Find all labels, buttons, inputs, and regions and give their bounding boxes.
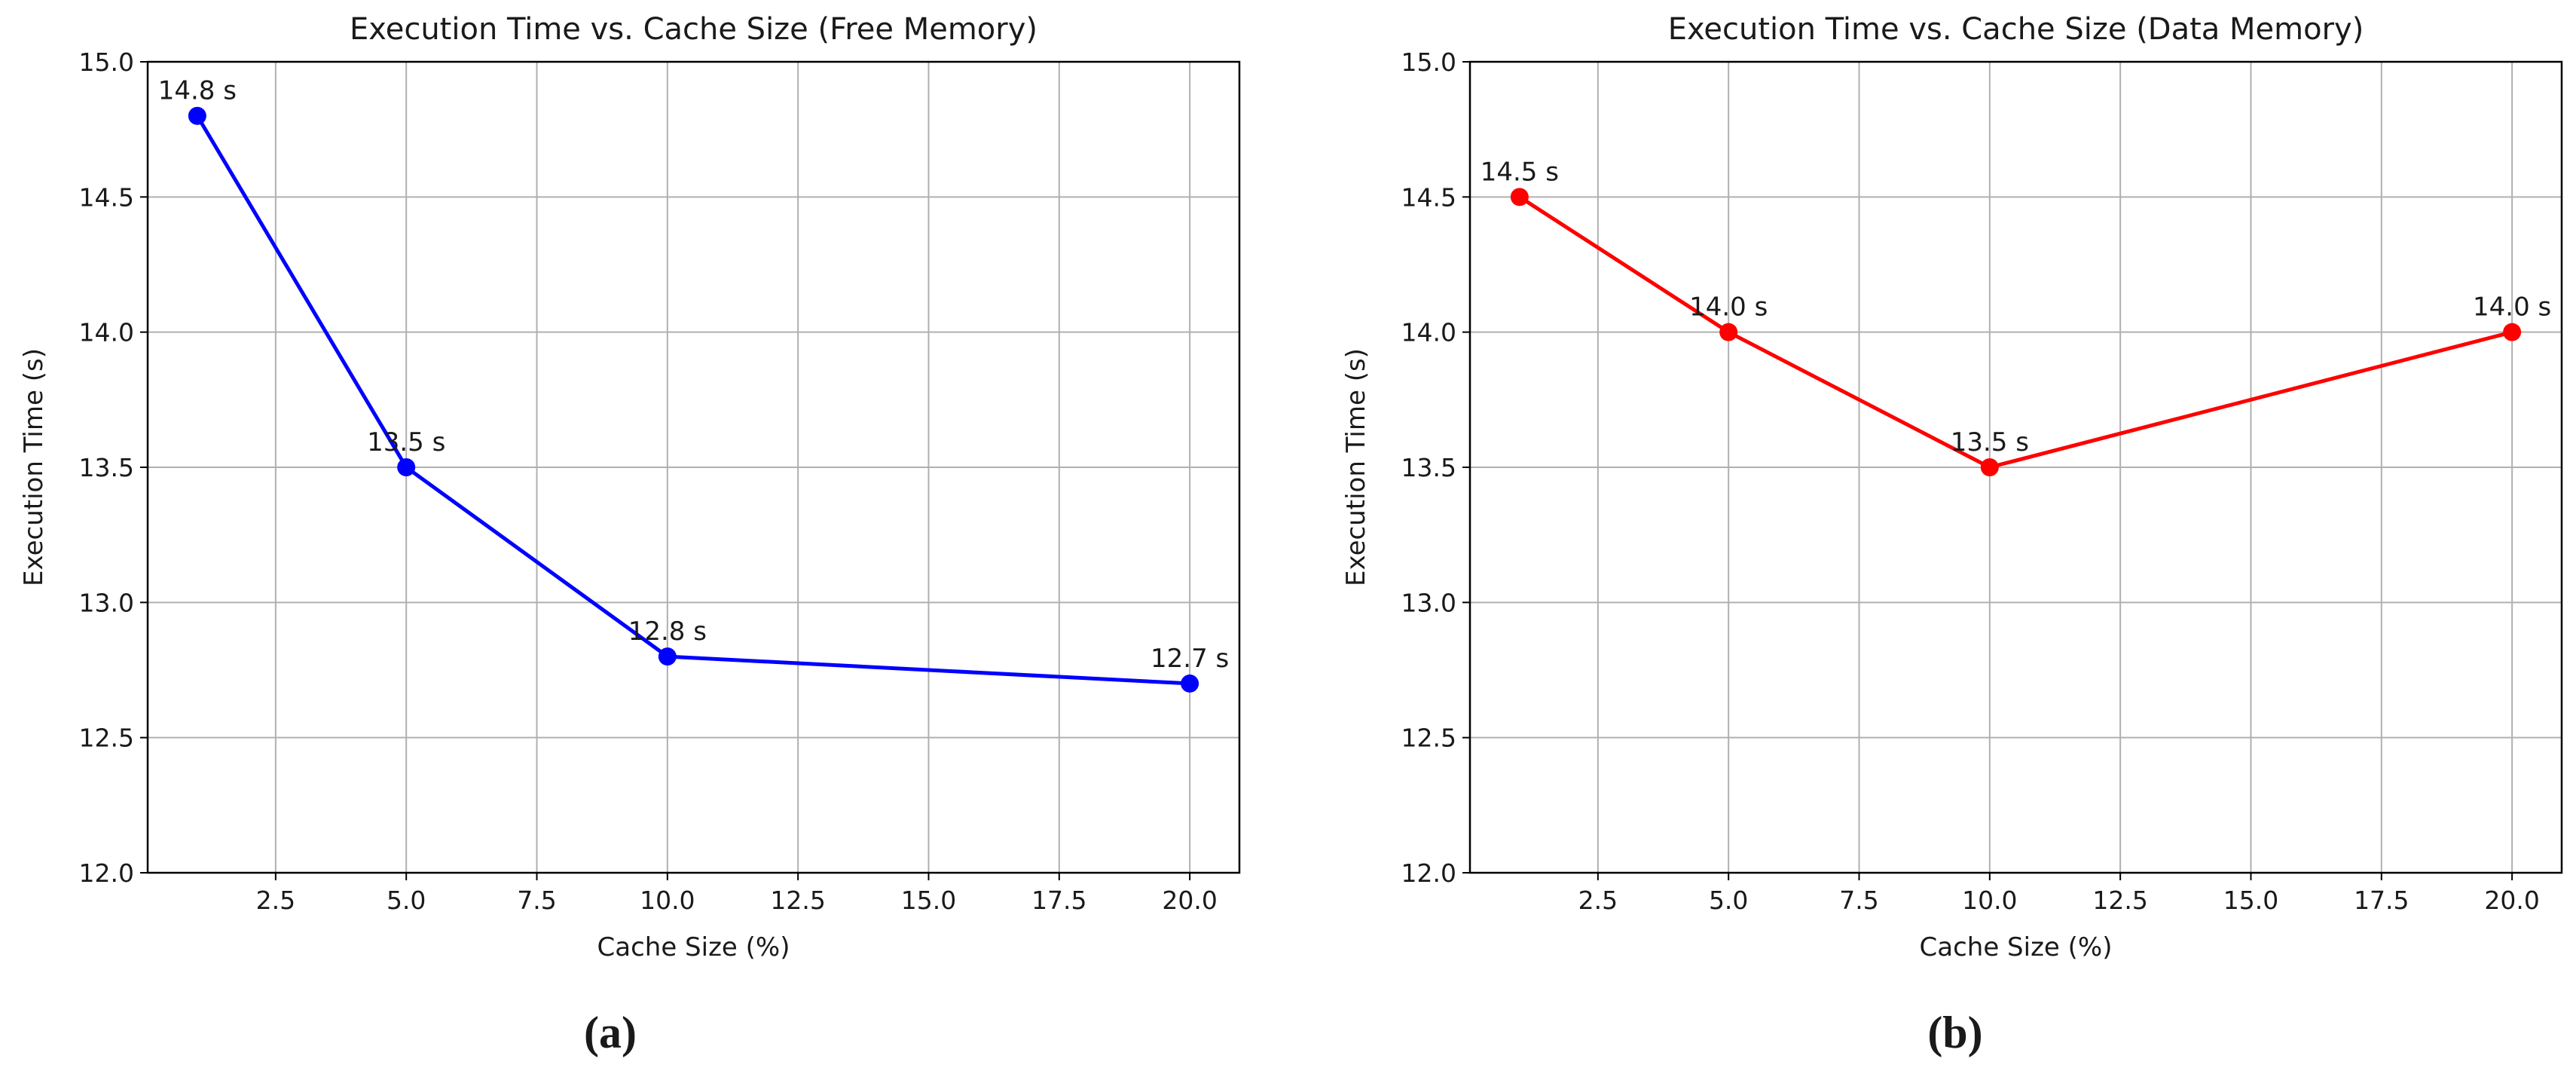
- y-tick-label: 13.0: [79, 588, 134, 617]
- data-label: 14.0 s: [1689, 292, 1768, 323]
- x-tick-label: 7.5: [517, 886, 556, 915]
- y-tick-label: 14.0: [1401, 318, 1456, 347]
- x-tick-label: 17.5: [1031, 886, 1086, 915]
- data-point: [397, 458, 416, 476]
- y-tick-label: 15.0: [79, 47, 134, 77]
- panel-label: (a): [584, 1008, 637, 1057]
- series-layer: 14.8 s 13.5 s 12.8 s 12.7 s: [158, 76, 1229, 693]
- data-label: 12.7 s: [1150, 644, 1229, 674]
- chart-title: Execution Time vs. Cache Size (Data Memo…: [1668, 12, 2364, 47]
- y-tick-label: 13.5: [1401, 453, 1456, 482]
- x-tick-label: 7.5: [1839, 886, 1878, 915]
- data-point: [2503, 323, 2522, 341]
- grid-lines: [148, 61, 1239, 874]
- plot-frame: [1468, 60, 2563, 874]
- y-tick-label: 13.5: [79, 453, 134, 482]
- data-label: 14.0 s: [2473, 292, 2551, 323]
- data-point: [1510, 188, 1529, 207]
- series-line: [195, 115, 1190, 686]
- y-tick-label: 12.5: [1401, 724, 1456, 753]
- x-tick-label: 20.0: [1162, 886, 1217, 915]
- x-axis-label: Cache Size (%): [597, 932, 790, 962]
- data-point: [1719, 323, 1738, 341]
- data-label: 14.8 s: [158, 76, 237, 106]
- x-tick-label: 2.5: [1578, 886, 1618, 915]
- x-tick-label: 12.5: [2092, 886, 2147, 915]
- chart-title: Execution Time vs. Cache Size (Free Memo…: [350, 12, 1037, 47]
- x-tick-label: 5.0: [387, 886, 426, 915]
- x-tick-label: 17.5: [2354, 886, 2409, 915]
- y-tick-label: 13.0: [1401, 588, 1456, 617]
- data-point: [188, 106, 206, 125]
- chart-panel-b: 14.5 s 14.0 s 13.5 s 14.0 s 2.5 5.0 7.5 10.0 12…: [1341, 12, 2563, 1057]
- x-tick-label: 15.0: [901, 886, 956, 915]
- x-tick-label: 10.0: [1962, 886, 2017, 915]
- data-label: 13.5 s: [367, 427, 445, 457]
- data-point: [1181, 674, 1199, 693]
- y-tick-label: 12.0: [79, 858, 134, 888]
- x-axis-label: Cache Size (%): [1920, 932, 2113, 962]
- y-tick-label: 12.5: [79, 724, 134, 753]
- x-tick-label: 2.5: [256, 886, 295, 915]
- y-tick-label: 14.0: [79, 318, 134, 347]
- x-tick-label: 10.0: [640, 886, 695, 915]
- x-tick-label: 15.0: [2223, 886, 2278, 915]
- data-point: [658, 647, 677, 666]
- chart-panel-a: 14.8 s 13.5 s 12.8 s 12.7 s 2.5 5.0 7.5 10.0 12…: [19, 12, 1241, 1057]
- y-axis-label: Execution Time (s): [1341, 348, 1371, 586]
- series-line: [1518, 195, 2513, 470]
- x-tick-label: 5.0: [1709, 886, 1748, 915]
- y-tick-label: 14.5: [79, 182, 134, 212]
- data-label: 12.8 s: [628, 617, 707, 647]
- y-tick-label: 12.0: [1401, 858, 1456, 888]
- data-point: [1980, 458, 1999, 476]
- series-layer: 14.5 s 14.0 s 13.5 s 14.0 s: [1481, 157, 2551, 476]
- grid-lines: [1470, 61, 2562, 874]
- y-tick-label: 14.5: [1401, 182, 1456, 212]
- y-tick-label: 15.0: [1401, 47, 1456, 77]
- y-axis-label: Execution Time (s): [19, 348, 49, 586]
- tick-layer: 2.5 5.0 7.5 10.0 12.5 15.0 17.5 20.0 12.0 12.5 13.…: [1401, 47, 2540, 915]
- data-label: 13.5 s: [1951, 427, 2029, 457]
- data-label: 14.5 s: [1481, 157, 1559, 187]
- x-tick-label: 12.5: [770, 886, 825, 915]
- plot-frame: [146, 60, 1241, 874]
- tick-layer: 2.5 5.0 7.5 10.0 12.5 15.0 17.5 20.0 12.0 12.5 13.…: [79, 47, 1218, 915]
- panel-label: (b): [1927, 1008, 1982, 1057]
- x-tick-label: 20.0: [2484, 886, 2539, 915]
